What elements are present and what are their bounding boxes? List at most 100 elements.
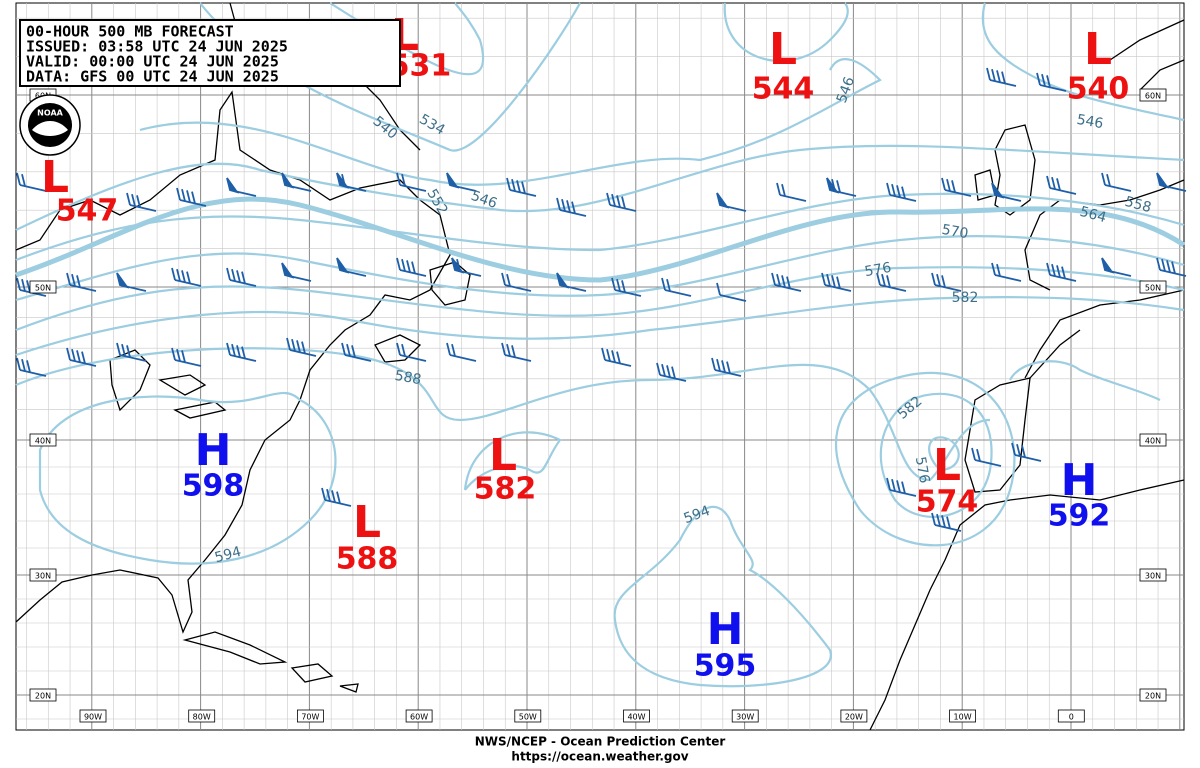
barb-feather <box>976 448 981 462</box>
barb-feather <box>396 172 401 186</box>
barb-feather <box>951 180 956 193</box>
center-letter: L <box>353 497 381 548</box>
barb-feather <box>411 261 416 274</box>
wind-barb <box>506 177 537 197</box>
wind-barb <box>341 342 372 362</box>
lon-label: 80W <box>193 713 211 722</box>
wind-barb <box>396 342 427 362</box>
barb-feather <box>1161 258 1166 272</box>
wind-barb <box>716 192 747 212</box>
barb-feather <box>886 477 891 491</box>
wind-barb <box>656 362 687 382</box>
barb-feather <box>116 342 121 356</box>
logo-bird <box>32 121 68 136</box>
barb-feather <box>901 186 906 199</box>
barb-feather <box>1166 260 1171 273</box>
wind-barb <box>611 277 642 297</box>
contour-label: 558 <box>1123 194 1153 216</box>
barb-feather <box>321 487 326 501</box>
wind-barb <box>116 272 147 292</box>
barb-feather <box>131 193 136 207</box>
center-value: 588 <box>336 542 399 577</box>
contour <box>15 266 1185 332</box>
wind-barb <box>336 172 367 192</box>
barb-feather <box>171 347 176 361</box>
wind-barb <box>941 177 972 197</box>
barb-feather <box>1046 75 1051 88</box>
wind-barb <box>716 282 747 302</box>
barb-feather <box>1106 173 1111 187</box>
barb-pennant <box>116 272 130 289</box>
header-line: ISSUED: 03:58 UTC 24 JUN 2025 <box>26 38 288 56</box>
barb-feather <box>716 358 721 372</box>
barb-feather <box>1001 71 1006 84</box>
barb-feather <box>941 177 946 191</box>
barb-feather <box>351 345 356 358</box>
contour <box>15 144 1185 231</box>
lat-label: 20N <box>1145 692 1161 701</box>
barb-feather <box>986 67 991 81</box>
barb-feather <box>506 343 511 357</box>
barb-feather <box>21 173 26 187</box>
header-line: 00-HOUR 500 MB FORECAST <box>26 23 234 41</box>
wind-barb <box>1011 442 1042 462</box>
barb-feather <box>896 480 901 493</box>
barb-feather <box>81 351 86 364</box>
barb-feather <box>1046 175 1051 189</box>
barb-feather <box>726 361 731 374</box>
lon-label-box <box>188 709 216 723</box>
lon-label: 70W <box>301 713 319 722</box>
wind-barb <box>991 182 1022 202</box>
barb-feather <box>236 345 241 358</box>
barb-feather <box>556 197 561 211</box>
barb-feather <box>451 343 456 357</box>
wind-barb <box>446 172 477 192</box>
lon-label-box <box>79 709 107 723</box>
contour <box>15 296 1185 357</box>
barb-feather <box>876 272 881 286</box>
barb-feather <box>511 178 516 192</box>
lat-label-box <box>29 688 57 702</box>
barb-feather <box>16 172 21 186</box>
barb-feather <box>401 258 406 272</box>
barb-feather <box>771 272 776 286</box>
africa-coast <box>869 479 1185 731</box>
contour-label: 576 <box>863 260 892 280</box>
barb-feather <box>661 277 666 291</box>
barb-feather <box>231 343 236 357</box>
barb-feather <box>16 277 21 291</box>
wind-barb <box>661 277 692 297</box>
wind-barb <box>286 337 317 357</box>
lat-label-box <box>1139 280 1167 294</box>
center-value: 598 <box>182 469 245 504</box>
contour-594 <box>38 391 337 565</box>
barb-feather <box>301 341 306 354</box>
wind-barb <box>226 267 257 287</box>
wind-barb <box>991 262 1022 282</box>
lon-label: 40W <box>627 713 645 722</box>
barb-feather <box>776 273 781 287</box>
barb-feather <box>121 343 126 357</box>
lon-label-box <box>731 709 759 723</box>
center-letter: L <box>489 430 517 481</box>
barb-feather <box>721 360 726 373</box>
barb-feather <box>836 276 841 289</box>
center-value: 540 <box>1067 72 1130 107</box>
barb-feather <box>296 340 301 353</box>
barb-feather <box>26 360 31 373</box>
wind-barb <box>126 192 157 212</box>
barb-feather <box>606 348 611 362</box>
north-america-coast <box>15 90 451 634</box>
barb-feather <box>226 267 231 281</box>
contour-label: 576 <box>912 455 932 484</box>
lon-label-box <box>623 709 650 723</box>
center-letter: H <box>195 425 232 476</box>
barb-feather <box>291 338 296 352</box>
contour-564 <box>15 196 1186 283</box>
lon-label: 60W <box>410 713 428 722</box>
barb-feather <box>501 342 506 356</box>
wind-barb <box>711 357 742 377</box>
barb-feather <box>241 271 246 284</box>
wind-barb <box>1046 175 1077 195</box>
